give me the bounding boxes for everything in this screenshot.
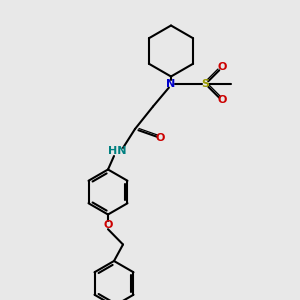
Text: O: O — [217, 62, 227, 73]
Text: O: O — [103, 220, 113, 230]
Text: O: O — [217, 95, 227, 106]
Text: S: S — [202, 79, 209, 89]
Text: HN: HN — [108, 146, 126, 157]
Text: N: N — [167, 79, 176, 89]
Text: O: O — [156, 133, 165, 143]
